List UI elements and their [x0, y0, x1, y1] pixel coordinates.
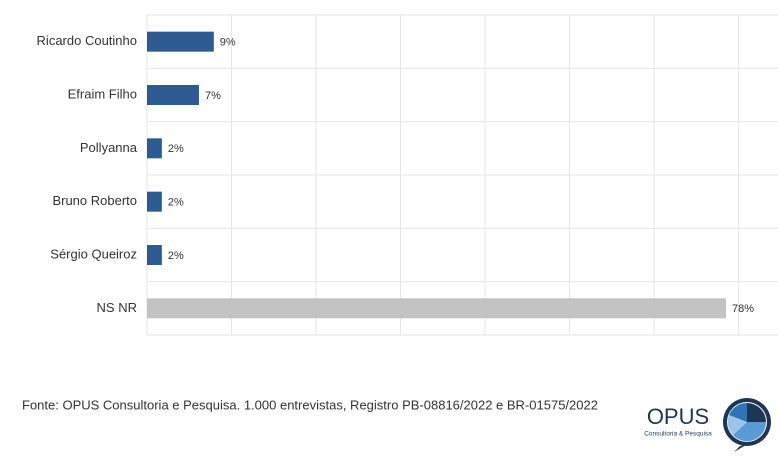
value-label: 2% — [168, 143, 184, 155]
logo-slice — [729, 402, 747, 422]
y-tick-label: Pollyanna — [80, 140, 138, 155]
y-tick-label: NS NR — [97, 300, 137, 315]
logo: OPUS Consultoria & Pesquisa — [644, 398, 771, 452]
bar — [147, 245, 162, 265]
y-tick-label: Sérgio Queiroz — [50, 246, 137, 261]
y-tick-label: Ricardo Coutinho — [37, 33, 137, 48]
bar — [147, 191, 162, 212]
logo-tagline: Consultoria & Pesquisa — [644, 431, 712, 438]
bar — [147, 85, 199, 105]
value-label: 2% — [168, 250, 184, 262]
logo-slice — [727, 415, 747, 435]
bar — [147, 138, 162, 159]
source-note: Fonte: OPUS Consultoria e Pesquisa. 1.00… — [22, 397, 598, 412]
value-label: 9% — [220, 37, 236, 49]
value-label: 78% — [732, 303, 754, 315]
logo-slice — [733, 422, 767, 442]
bar — [147, 298, 727, 319]
bar — [147, 31, 214, 52]
value-label: 7% — [205, 90, 221, 102]
value-label: 2% — [168, 197, 184, 209]
y-tick-label: Bruno Roberto — [52, 193, 137, 208]
logo-slice — [747, 403, 766, 422]
y-tick-label: Efraim Filho — [68, 86, 137, 101]
logo-tail — [734, 445, 746, 452]
logo-name: OPUS — [647, 404, 709, 429]
